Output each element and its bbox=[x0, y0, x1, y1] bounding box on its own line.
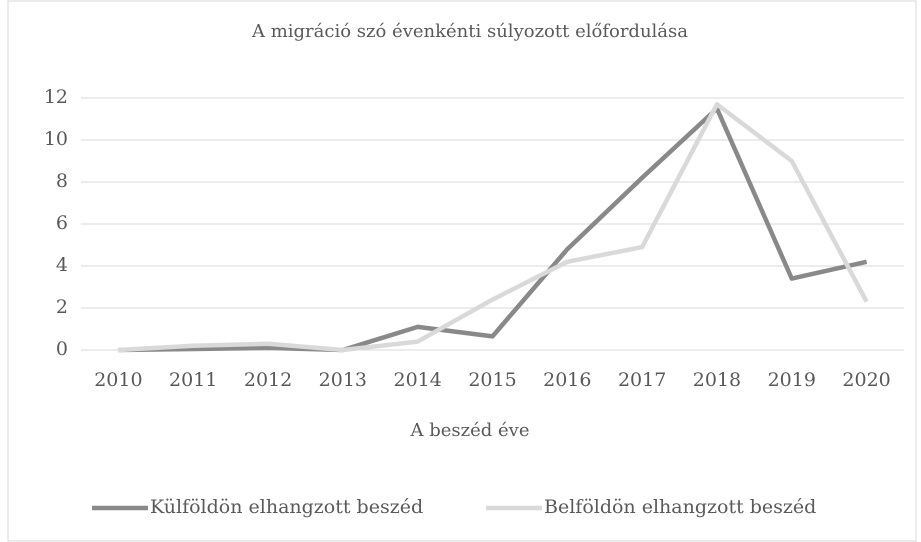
chart-border bbox=[7, 0, 917, 542]
y-tick-label: 10 bbox=[44, 128, 68, 150]
x-tick-label: 2010 bbox=[94, 369, 142, 391]
legend-label: Belföldön elhangzott beszéd bbox=[544, 496, 816, 518]
x-tick-label: 2014 bbox=[394, 369, 442, 391]
x-tick-label: 2019 bbox=[768, 369, 816, 391]
y-tick-label: 12 bbox=[44, 86, 68, 108]
y-tick-label: 0 bbox=[56, 338, 68, 360]
x-tick-label: 2015 bbox=[468, 369, 516, 391]
y-tick-label: 8 bbox=[56, 170, 68, 192]
x-tick-label: 2012 bbox=[244, 369, 292, 391]
x-tick-label: 2017 bbox=[618, 369, 666, 391]
x-tick-label: 2013 bbox=[319, 369, 367, 391]
x-axis-label: A beszéd éve bbox=[410, 420, 530, 441]
y-tick-label: 6 bbox=[56, 212, 68, 234]
x-tick-label: 2018 bbox=[693, 369, 741, 391]
series-line bbox=[118, 102, 869, 353]
y-tick-label: 2 bbox=[56, 296, 68, 318]
x-tick-label: 2011 bbox=[169, 369, 217, 391]
series-line bbox=[118, 106, 868, 353]
chart-title: A migráció szó évenkénti súlyozott előfo… bbox=[251, 21, 688, 42]
legend-label: Külföldön elhangzott beszéd bbox=[150, 496, 423, 518]
y-tick-label: 4 bbox=[56, 254, 68, 276]
x-tick-label: 2020 bbox=[842, 369, 890, 391]
x-tick-label: 2016 bbox=[543, 369, 591, 391]
